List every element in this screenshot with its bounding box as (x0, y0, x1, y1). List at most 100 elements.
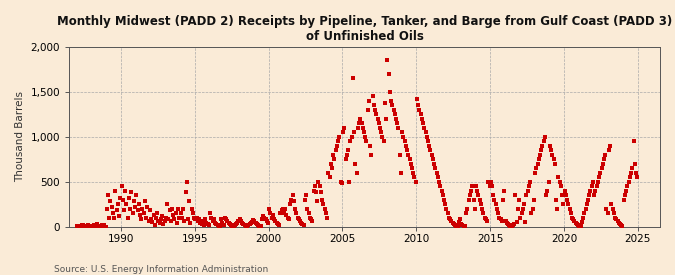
Point (89, 223, 100, 227)
Point (255, 224, 266, 228)
Point (132, 208, 143, 213)
Point (611, 217, 622, 222)
Point (200, 217, 211, 222)
Point (443, 215, 454, 220)
Point (503, 222, 514, 226)
Point (542, 188, 553, 193)
Point (485, 180, 496, 184)
Point (583, 197, 593, 202)
Point (333, 139, 344, 144)
Point (373, 121, 384, 125)
Point (161, 215, 171, 220)
Point (249, 219, 260, 223)
Point (153, 219, 164, 223)
Point (323, 170, 333, 175)
Point (217, 221, 228, 225)
Point (458, 224, 469, 228)
Point (516, 211, 527, 215)
Point (225, 222, 236, 227)
Point (456, 222, 466, 226)
Point (427, 157, 438, 161)
Point (173, 207, 184, 211)
Point (545, 148, 556, 152)
Point (433, 180, 444, 184)
Point (548, 157, 559, 161)
Point (587, 180, 598, 184)
Point (383, 72, 394, 76)
Point (287, 193, 298, 197)
Point (454, 217, 465, 222)
Point (388, 108, 399, 112)
Point (626, 170, 637, 175)
Point (180, 190, 191, 195)
Point (496, 219, 507, 223)
Point (436, 188, 447, 193)
Point (488, 193, 499, 197)
Point (370, 108, 381, 112)
Point (302, 207, 313, 211)
Point (364, 144, 375, 148)
Point (266, 215, 277, 220)
Point (239, 222, 250, 227)
Point (537, 144, 548, 148)
Point (213, 224, 224, 228)
Point (587, 184, 597, 188)
Point (629, 161, 640, 166)
Point (491, 207, 502, 211)
Point (190, 217, 200, 222)
Point (575, 224, 586, 228)
Point (167, 207, 178, 211)
Point (101, 207, 112, 211)
Point (563, 202, 574, 206)
Point (514, 197, 524, 202)
Title: Monthly Midwest (PADD 2) Receipts by Pipeline, Tanker, and Barge from Gulf Coast: Monthly Midwest (PADD 2) Receipts by Pip… (57, 15, 672, 43)
Point (110, 188, 121, 193)
Point (194, 217, 205, 222)
Point (478, 211, 489, 215)
Point (228, 224, 239, 228)
Point (356, 121, 367, 125)
Point (306, 217, 317, 222)
Point (419, 126, 430, 130)
Point (557, 193, 568, 197)
Point (336, 181, 347, 186)
Point (286, 197, 297, 202)
Point (254, 224, 265, 228)
Point (521, 193, 532, 197)
Point (385, 99, 396, 103)
Point (315, 190, 326, 195)
Point (203, 222, 214, 227)
Point (171, 221, 182, 225)
Point (536, 148, 547, 152)
Point (202, 222, 213, 226)
Point (535, 153, 545, 157)
Point (391, 117, 402, 121)
Text: Source: U.S. Energy Information Administration: Source: U.S. Energy Information Administ… (54, 265, 268, 274)
Point (358, 130, 369, 134)
Point (250, 221, 261, 225)
Point (361, 139, 372, 144)
Point (339, 126, 350, 130)
Point (317, 197, 327, 202)
Point (77, 222, 88, 227)
Point (511, 220, 522, 224)
Point (429, 161, 439, 166)
Point (579, 211, 590, 215)
Point (610, 215, 620, 220)
Point (230, 223, 240, 227)
Point (155, 221, 165, 225)
Y-axis label: Thousand Barrels: Thousand Barrels (15, 91, 25, 182)
Point (342, 153, 352, 157)
Point (606, 202, 617, 206)
Point (593, 180, 603, 184)
Point (446, 219, 457, 223)
Point (435, 184, 446, 188)
Point (218, 222, 229, 227)
Point (573, 222, 584, 227)
Point (408, 170, 418, 175)
Point (558, 202, 569, 206)
Point (493, 211, 504, 215)
Point (237, 221, 248, 225)
Point (367, 94, 378, 98)
Point (497, 197, 508, 202)
